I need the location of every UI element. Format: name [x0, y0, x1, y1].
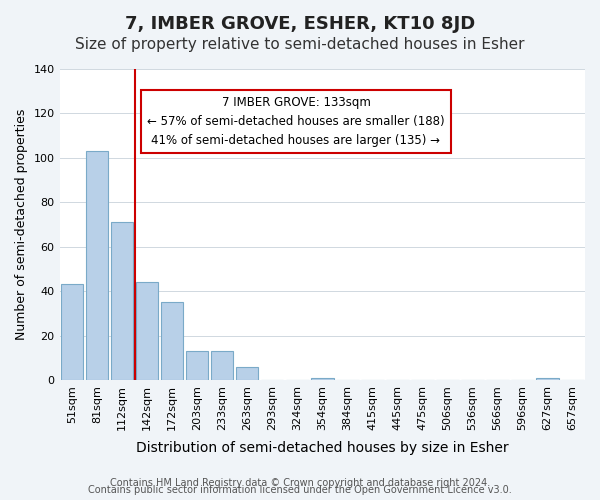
Text: 7, IMBER GROVE, ESHER, KT10 8JD: 7, IMBER GROVE, ESHER, KT10 8JD [125, 15, 475, 33]
Bar [311, 378, 334, 380]
X-axis label: Distribution of semi-detached houses by size in Esher: Distribution of semi-detached houses by … [136, 441, 509, 455]
Bar [186, 351, 208, 380]
Bar [536, 378, 559, 380]
Bar [86, 151, 109, 380]
Text: Size of property relative to semi-detached houses in Esher: Size of property relative to semi-detach… [75, 38, 525, 52]
Bar [161, 302, 184, 380]
Bar [61, 284, 83, 380]
Text: 7 IMBER GROVE: 133sqm
← 57% of semi-detached houses are smaller (188)
41% of sem: 7 IMBER GROVE: 133sqm ← 57% of semi-deta… [147, 96, 445, 148]
Bar [136, 282, 158, 380]
Text: Contains public sector information licensed under the Open Government Licence v3: Contains public sector information licen… [88, 485, 512, 495]
Text: Contains HM Land Registry data © Crown copyright and database right 2024.: Contains HM Land Registry data © Crown c… [110, 478, 490, 488]
Bar [111, 222, 133, 380]
Bar [236, 366, 259, 380]
Bar [211, 351, 233, 380]
Y-axis label: Number of semi-detached properties: Number of semi-detached properties [15, 109, 28, 340]
